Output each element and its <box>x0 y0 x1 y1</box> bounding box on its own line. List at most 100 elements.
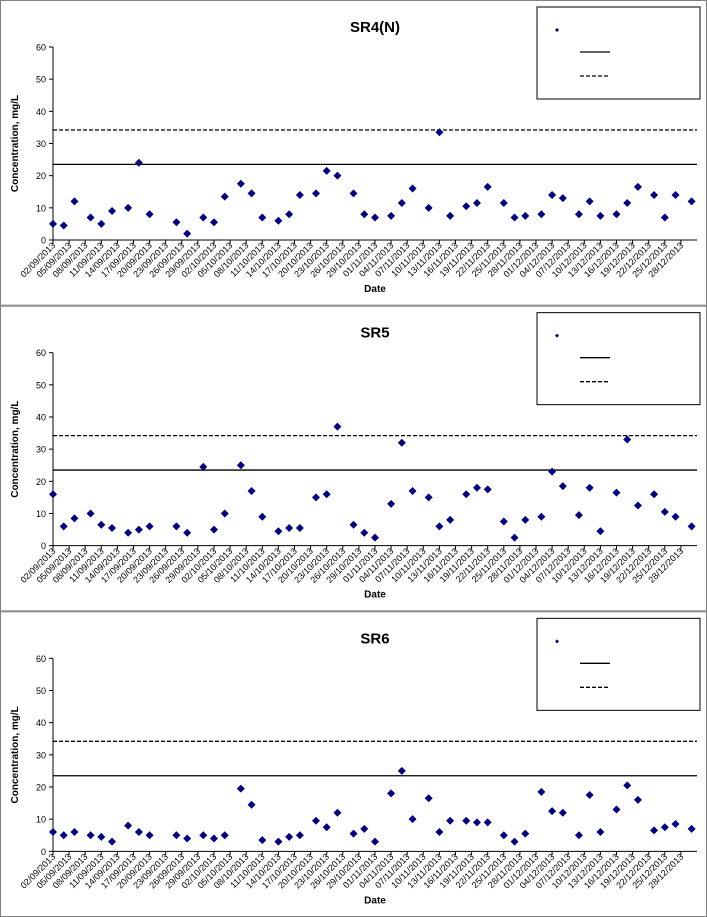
data-point <box>435 522 444 531</box>
data-point <box>446 515 455 524</box>
data-point <box>510 837 519 846</box>
data-point <box>70 514 79 523</box>
y-tick-label: 50 <box>36 75 46 85</box>
data-point <box>236 784 245 793</box>
y-tick-label: 0 <box>41 847 46 857</box>
y-tick-label: 60 <box>36 654 46 664</box>
data-point <box>349 520 358 529</box>
y-tick-label: 50 <box>36 380 46 390</box>
data-point <box>585 483 594 492</box>
data-point <box>183 834 192 843</box>
legend-box <box>536 312 701 406</box>
data-point <box>671 190 680 199</box>
data-point <box>108 523 117 532</box>
data-point <box>558 482 567 491</box>
y-tick-label: 30 <box>36 750 46 760</box>
data-point <box>408 184 417 193</box>
data-point <box>558 808 567 817</box>
data-point <box>145 522 154 531</box>
data-point <box>548 467 557 476</box>
legend <box>536 617 701 711</box>
data-point <box>322 490 331 499</box>
data-point <box>145 831 154 840</box>
y-tick-label: 20 <box>36 171 46 181</box>
data-point <box>397 199 406 208</box>
data-point <box>333 808 342 817</box>
data-point <box>612 805 621 814</box>
data-point <box>424 203 433 212</box>
data-point <box>49 490 57 499</box>
data-point <box>650 190 659 199</box>
data-point <box>247 189 256 198</box>
data-point <box>258 213 267 222</box>
data-point <box>574 831 583 840</box>
legend-marker <box>555 333 559 338</box>
data-point <box>97 832 106 841</box>
data-point <box>472 199 481 208</box>
data-point <box>397 766 406 775</box>
data-point <box>108 207 117 216</box>
data-point <box>97 520 106 529</box>
data-point <box>349 829 358 838</box>
data-point <box>333 171 342 180</box>
data-point <box>585 197 594 206</box>
chart-title: SR6 <box>360 630 389 647</box>
data-point <box>548 190 557 199</box>
data-point <box>521 829 530 838</box>
data-point <box>70 197 79 206</box>
data-point <box>510 213 519 222</box>
data-point <box>687 197 696 206</box>
data-point <box>499 199 508 208</box>
data-point <box>671 819 680 828</box>
data-point <box>274 527 283 536</box>
data-point <box>311 493 320 502</box>
data-point <box>210 525 218 534</box>
data-point <box>623 199 632 208</box>
data-point <box>134 158 143 167</box>
data-point <box>446 211 455 220</box>
data-point <box>220 192 229 201</box>
data-point <box>274 837 283 846</box>
data-point <box>236 179 245 188</box>
legend-box <box>536 6 701 100</box>
data-point <box>199 462 208 471</box>
y-tick-label: 10 <box>36 203 46 213</box>
data-point <box>124 821 133 830</box>
y-tick-label: 40 <box>36 718 46 728</box>
data-point <box>387 211 396 220</box>
data-point <box>322 166 331 175</box>
data-point <box>134 525 143 534</box>
data-point <box>285 832 294 841</box>
y-tick-label: 30 <box>36 445 46 455</box>
data-point <box>322 823 331 832</box>
x-axis-label: Date <box>364 590 386 601</box>
data-point <box>472 818 481 827</box>
data-point <box>371 533 379 542</box>
data-point <box>650 490 659 499</box>
legend-marker <box>555 639 559 644</box>
data-point <box>49 828 57 837</box>
y-tick-label: 40 <box>36 413 46 423</box>
data-point <box>483 182 492 191</box>
x-axis-label: Date <box>364 895 386 906</box>
y-axis-label: Concentration, mg/L <box>10 95 21 192</box>
data-point <box>435 828 444 837</box>
data-point <box>623 781 632 790</box>
data-point <box>258 836 267 845</box>
data-point <box>462 490 471 499</box>
data-point <box>435 128 444 137</box>
data-point <box>285 210 294 219</box>
data-point <box>108 837 117 846</box>
data-point <box>199 831 208 840</box>
data-point <box>596 211 605 220</box>
data-point <box>623 435 632 444</box>
data-point <box>360 824 369 833</box>
y-axis-label: Concentration, mg/L <box>10 706 21 803</box>
data-point <box>446 816 455 825</box>
data-point <box>86 831 95 840</box>
data-point <box>86 509 95 518</box>
y-axis-label: Concentration, mg/L <box>10 401 21 498</box>
y-tick-label: 10 <box>36 815 46 825</box>
